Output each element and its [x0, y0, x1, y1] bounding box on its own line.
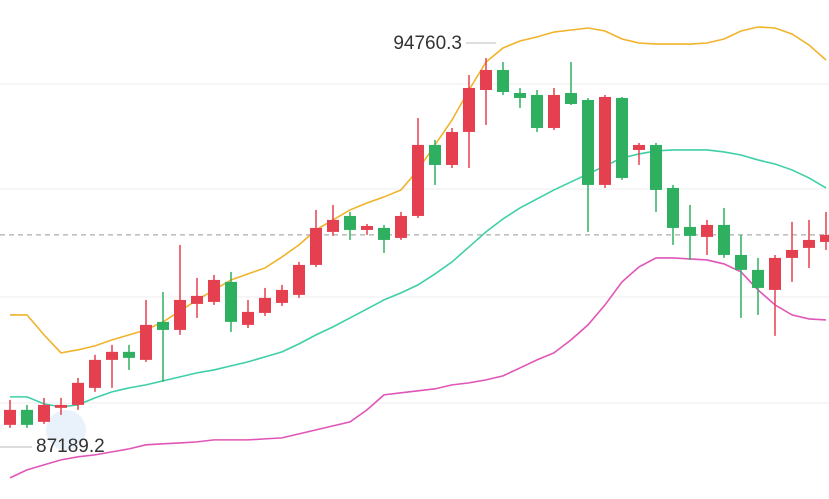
candle-body: [531, 94, 543, 128]
candle-body: [633, 144, 645, 150]
candle-body: [106, 351, 118, 360]
candle-body: [242, 311, 254, 325]
candle-body: [38, 404, 50, 422]
candle-body: [123, 351, 135, 358]
high-label: 94760.3: [393, 33, 462, 54]
candle-body: [514, 92, 526, 98]
candle-body: [327, 219, 339, 232]
candle-body: [89, 359, 101, 388]
candle-body: [429, 144, 441, 165]
candle-body: [446, 131, 458, 165]
candle-body: [276, 289, 288, 303]
candle-body: [293, 264, 305, 295]
candle-body: [684, 226, 696, 236]
candle-body: [21, 409, 33, 425]
candle-body: [378, 227, 390, 240]
candle-body: [650, 144, 662, 190]
grid: [0, 83, 829, 404]
candle-body: [769, 257, 781, 290]
candle-body: [463, 87, 475, 132]
cursor-marker: [46, 410, 86, 450]
band-line: [9, 257, 827, 479]
candle-body: [174, 299, 186, 330]
candle-body: [395, 215, 407, 238]
candle-body: [361, 225, 373, 230]
candle-body: [616, 97, 628, 178]
candle-body: [497, 69, 509, 92]
candle-body: [667, 187, 679, 228]
candle-body: [412, 144, 424, 216]
candle-body: [140, 324, 152, 360]
candle-body: [225, 281, 237, 322]
candle-body: [4, 409, 16, 425]
candle-body: [55, 404, 67, 408]
candle-body: [548, 94, 560, 128]
candle-body: [599, 96, 611, 185]
candle-body: [786, 249, 798, 258]
candle-body: [208, 279, 220, 302]
candle-body: [191, 295, 203, 304]
candle-body: [718, 224, 730, 255]
candle-body: [72, 382, 84, 405]
candle-body: [582, 99, 594, 185]
candle-body: [480, 69, 492, 90]
candle-body: [310, 227, 322, 265]
low-label: 87189.2: [36, 436, 105, 457]
band-line: [10, 149, 827, 408]
candle-body: [565, 92, 577, 104]
candle-body: [803, 239, 815, 248]
candle-body: [752, 269, 764, 288]
candle-body: [735, 254, 747, 270]
candle-body: [820, 234, 829, 242]
candle-body: [344, 215, 356, 230]
candle-body: [701, 224, 713, 237]
candle-body: [259, 297, 271, 313]
candle-body: [157, 321, 169, 330]
